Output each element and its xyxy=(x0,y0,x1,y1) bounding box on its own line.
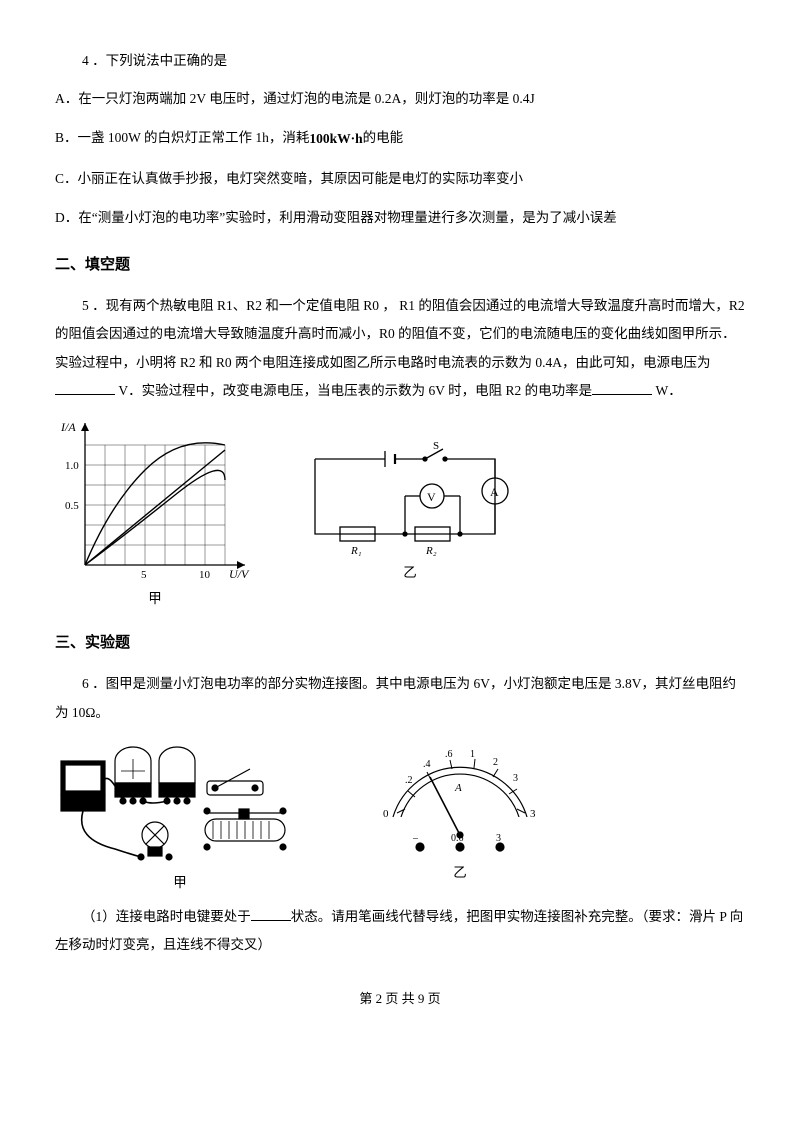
svg-text:.6: .6 xyxy=(445,749,453,760)
svg-text:3: 3 xyxy=(513,773,518,784)
q5-xlabel: U/V xyxy=(229,567,250,581)
q6-figure-row: 甲 xyxy=(55,739,745,891)
q5-ytick-05: 0.5 xyxy=(65,500,79,512)
q5-text-main: 5 ．现有两个热敏电阻 R1、R2 和一个定值电阻 R0 ， R1 的阻值会因通… xyxy=(55,298,745,370)
q6-figure-yi: .2 .4 .6 1 2 3 0 3 A – 0.6 3 乙 xyxy=(375,747,545,881)
q5-blank-2[interactable] xyxy=(592,381,652,396)
svg-text:R₁: R₁ xyxy=(350,545,362,557)
q5-text: 5 ．现有两个热敏电阻 R1、R2 和一个定值电阻 R0 ， R1 的阻值会因通… xyxy=(55,292,745,405)
svg-text:A: A xyxy=(454,782,462,794)
q5-figure-jia: I/A U/V 0.5 1.0 5 10 甲 xyxy=(55,415,255,607)
q4-stem: 4 ．下列说法中正确的是 xyxy=(55,50,745,72)
q5-text-tail: W． xyxy=(656,383,682,398)
q5-text-mid: V．实验过程中，改变电源电压，当电压表的示数为 6V 时，电阻 R2 的电功率是 xyxy=(118,383,592,398)
q5-xtick-10: 10 xyxy=(199,569,211,581)
q5-ytick-10: 1.0 xyxy=(65,460,79,472)
svg-text:0: 0 xyxy=(383,808,389,820)
q6-cap-jia: 甲 xyxy=(173,871,187,891)
svg-text:V: V xyxy=(427,490,436,504)
q4-opt-d: D．在“测量小灯泡的电功率”实验时，利用滑动变阻器对物理量进行多次测量，是为了减… xyxy=(55,207,745,229)
svg-text:3: 3 xyxy=(530,808,536,820)
svg-text:1: 1 xyxy=(470,749,475,760)
svg-text:2: 2 xyxy=(493,757,498,768)
q5-ylabel: I/A xyxy=(60,420,76,434)
page-footer: 第 2 页 共 9 页 xyxy=(55,988,745,1007)
q6-sub1: （1）连接电路时电键要处于状态。请用笔画线代替导线，把图甲实物连接图补充完整。（… xyxy=(55,903,745,960)
page-container: 4 ．下列说法中正确的是 A．在一只灯泡两端加 2V 电压时，通过灯泡的电流是 … xyxy=(0,0,800,1037)
svg-text:0.6: 0.6 xyxy=(451,833,464,844)
q4-optb-pre: B．一盏 100W 的白炽灯正常工作 1h，消耗 xyxy=(55,130,309,145)
q6-sub1-blank[interactable] xyxy=(251,907,291,922)
svg-text:–: – xyxy=(412,833,419,844)
section-3-header: 三、实验题 xyxy=(55,631,745,652)
q4-optb-formula: 100kW·h xyxy=(309,131,362,146)
q6-cap-yi: 乙 xyxy=(453,861,467,881)
svg-text:R₂: R₂ xyxy=(425,545,437,557)
q5-xtick-5: 5 xyxy=(141,569,147,581)
q4-optb-post: 的电能 xyxy=(363,130,404,145)
svg-text:3: 3 xyxy=(496,833,501,844)
q5-cap-yi: 乙 xyxy=(403,561,417,581)
svg-text:.4: .4 xyxy=(423,759,431,770)
q6-sub1-pre: （1）连接电路时电键要处于 xyxy=(82,909,251,924)
q5-blank-1[interactable] xyxy=(55,381,115,396)
q5-circuit-svg: S A R₁ R₂ V xyxy=(295,439,525,557)
section-2-header: 二、填空题 xyxy=(55,253,745,274)
q5-figure-yi: S A R₁ R₂ V xyxy=(295,439,525,581)
q4-opt-a: A．在一只灯泡两端加 2V 电压时，通过灯泡的电流是 0.2A，则灯泡的功率是 … xyxy=(55,88,745,110)
q5-graph-svg: I/A U/V 0.5 1.0 5 10 xyxy=(55,415,255,583)
q4-opt-c: C．小丽正在认真做手抄报，电灯突然变暗，其原因可能是电灯的实际功率变小 xyxy=(55,168,745,190)
q5-cap-jia: 甲 xyxy=(148,587,162,607)
q6-meter-svg: .2 .4 .6 1 2 3 0 3 A – 0.6 3 xyxy=(375,747,545,857)
q4-opt-b: B．一盏 100W 的白炽灯正常工作 1h，消耗100kW·h的电能 xyxy=(55,127,745,150)
q5-figure-row: I/A U/V 0.5 1.0 5 10 甲 xyxy=(55,415,745,607)
svg-text:A: A xyxy=(490,485,499,499)
q6-figure-jia: 甲 xyxy=(55,739,305,891)
q6-apparatus-svg xyxy=(55,739,305,867)
q6-text: 6 ．图甲是测量小灯泡电功率的部分实物连接图。其中电源电压为 6V，小灯泡额定电… xyxy=(55,670,745,727)
svg-text:S: S xyxy=(433,440,439,452)
svg-text:.2: .2 xyxy=(405,775,413,786)
